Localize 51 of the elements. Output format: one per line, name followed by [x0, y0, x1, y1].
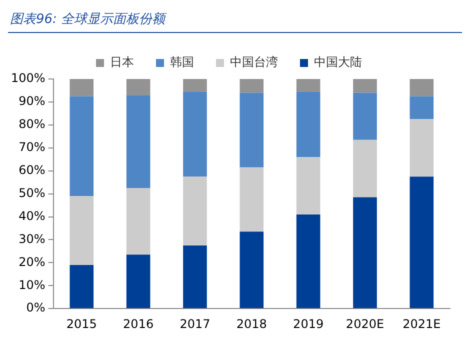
x-tick-label: 2018 — [236, 316, 267, 331]
bar — [70, 264, 94, 308]
y-tick-label: 0% — [26, 300, 46, 315]
bar — [183, 92, 207, 177]
chart-title: 图表96: 全球显示面板份额 — [8, 8, 462, 33]
bar — [126, 95, 150, 188]
x-tick-label: 2019 — [293, 316, 324, 331]
bar — [296, 79, 320, 92]
bar — [183, 245, 207, 308]
y-tick-label: 80% — [18, 117, 46, 132]
y-tick-label: 50% — [18, 186, 46, 200]
legend-label: 日本 — [110, 55, 134, 70]
bar — [240, 232, 264, 308]
bar — [353, 79, 377, 93]
bar — [240, 79, 264, 93]
bar — [296, 214, 320, 308]
bar — [240, 167, 264, 232]
x-tick-label: 2016 — [123, 316, 154, 331]
x-tick-label: 2017 — [180, 316, 210, 331]
bar — [126, 254, 150, 308]
bar — [70, 196, 94, 265]
bar — [70, 96, 94, 196]
bar — [410, 176, 434, 308]
bar — [183, 79, 207, 92]
bar — [126, 79, 150, 96]
y-tick-label: 20% — [18, 254, 46, 269]
bar — [410, 79, 434, 96]
legend-label: 中国台湾 — [230, 55, 278, 70]
x-tick-label: 2015 — [66, 316, 97, 331]
legend-label: 韩国 — [170, 55, 194, 70]
y-tick-label: 30% — [18, 232, 46, 246]
legend-label: 中国大陆 — [314, 55, 362, 70]
bar — [410, 119, 434, 177]
y-tick-label: 10% — [18, 278, 46, 292]
bar — [70, 79, 94, 96]
bar — [353, 92, 377, 140]
bar — [296, 157, 320, 214]
y-tick-label: 100% — [10, 71, 46, 86]
bar — [353, 197, 377, 308]
x-tick-label: 2020E — [346, 316, 384, 331]
bar — [126, 188, 150, 255]
bar — [240, 92, 264, 168]
y-tick-label: 60% — [18, 162, 46, 177]
bar — [296, 92, 320, 158]
bar — [410, 96, 434, 120]
x-tick-label: 2021E — [402, 316, 441, 331]
y-tick-label: 40% — [18, 208, 46, 223]
y-tick-label: 90% — [18, 94, 46, 108]
bar — [183, 176, 207, 246]
y-tick-label: 70% — [18, 140, 46, 154]
bar — [353, 140, 377, 198]
